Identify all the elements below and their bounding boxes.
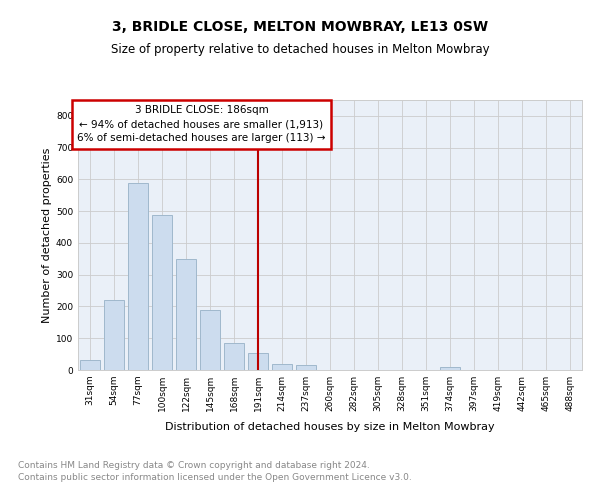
Text: Size of property relative to detached houses in Melton Mowbray: Size of property relative to detached ho… [110, 42, 490, 56]
Y-axis label: Number of detached properties: Number of detached properties [42, 148, 52, 322]
Bar [272, 364, 292, 370]
Bar [224, 343, 244, 370]
Bar [128, 182, 148, 370]
Bar [200, 310, 220, 370]
Text: Distribution of detached houses by size in Melton Mowbray: Distribution of detached houses by size … [165, 422, 495, 432]
Bar [176, 260, 196, 370]
Bar [104, 300, 124, 370]
Text: 3 BRIDLE CLOSE: 186sqm
← 94% of detached houses are smaller (1,913)
6% of semi-d: 3 BRIDLE CLOSE: 186sqm ← 94% of detached… [77, 106, 326, 144]
Text: Contains public sector information licensed under the Open Government Licence v3: Contains public sector information licen… [18, 473, 412, 482]
Bar [440, 368, 460, 370]
Text: 3, BRIDLE CLOSE, MELTON MOWBRAY, LE13 0SW: 3, BRIDLE CLOSE, MELTON MOWBRAY, LE13 0S… [112, 20, 488, 34]
Text: Contains HM Land Registry data © Crown copyright and database right 2024.: Contains HM Land Registry data © Crown c… [18, 460, 370, 469]
Bar [296, 364, 316, 370]
Bar [152, 216, 172, 370]
Bar [80, 360, 100, 370]
Bar [248, 352, 268, 370]
